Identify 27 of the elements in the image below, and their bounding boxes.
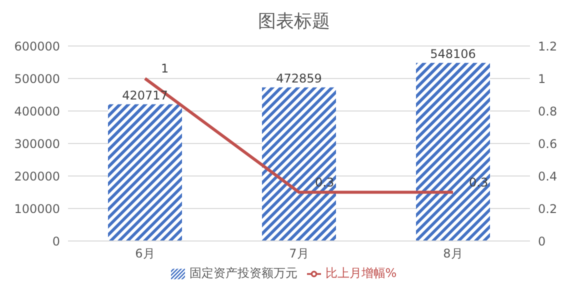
x-tick-label: 7月 <box>289 246 309 261</box>
y-tick-label: 400000 <box>14 104 60 118</box>
bar <box>416 62 490 241</box>
y-tick-label: 600000 <box>14 39 60 54</box>
legend-label: 固定资产投资额万元 <box>189 266 298 280</box>
x-tick-label: 8月 <box>443 246 463 261</box>
y2-tick-label: 0.6 <box>538 136 558 151</box>
y-tick-label: 500000 <box>14 72 60 86</box>
bar <box>108 104 182 241</box>
data-label: 420717 <box>122 88 168 102</box>
y2-tick-label: 1.2 <box>538 39 558 54</box>
y2-tick-label: 0.4 <box>538 169 558 184</box>
y2-tick-label: 1 <box>538 72 546 86</box>
y2-tick-label: 0.2 <box>538 202 558 216</box>
y2-tick-label: 0.8 <box>538 104 558 118</box>
legend-label: 比上月增幅% <box>325 266 397 280</box>
y-tick-label: 300000 <box>14 136 60 151</box>
data-label: 472859 <box>276 71 322 86</box>
data-label: 548106 <box>430 46 476 61</box>
chart-title: 图表标题 <box>257 10 331 34</box>
bar <box>262 87 336 241</box>
data-label: 1 <box>161 62 169 76</box>
x-tick-label: 6月 <box>135 246 155 261</box>
y-tick-label: 200000 <box>14 169 60 184</box>
y-tick-label: 0 <box>52 234 60 248</box>
y2-tick-label: 0 <box>538 234 546 248</box>
y-tick-label: 100000 <box>14 202 60 216</box>
